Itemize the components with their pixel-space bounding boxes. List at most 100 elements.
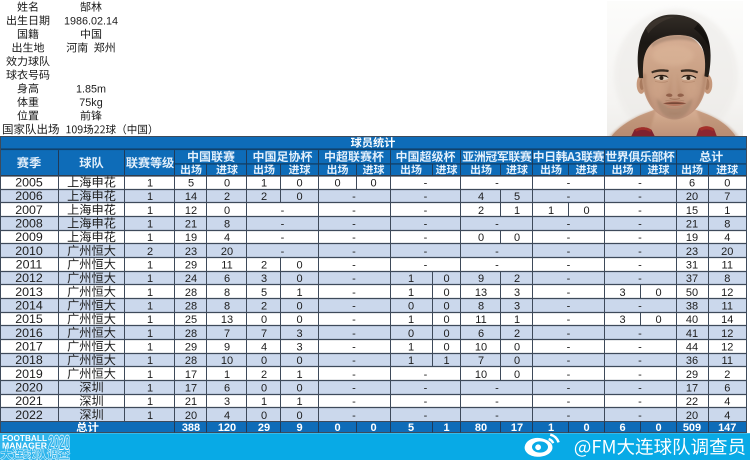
- svg-text:9: 9: [224, 342, 230, 354]
- svg-text:0: 0: [443, 328, 449, 340]
- svg-text:28: 28: [185, 355, 197, 367]
- svg-text:0: 0: [261, 355, 267, 367]
- svg-text:-: -: [352, 232, 356, 244]
- svg-text:2022: 2022: [15, 408, 43, 422]
- svg-text:1: 1: [408, 342, 414, 354]
- svg-text:-: -: [352, 273, 356, 285]
- svg-text:-: -: [638, 342, 642, 354]
- svg-text:1: 1: [147, 232, 153, 244]
- svg-text:1: 1: [724, 205, 730, 217]
- svg-text:1: 1: [408, 287, 414, 299]
- svg-text:-: -: [352, 342, 356, 354]
- svg-text:0: 0: [514, 369, 520, 381]
- svg-text:0: 0: [296, 314, 302, 326]
- svg-text:23: 23: [686, 246, 698, 258]
- svg-text:29: 29: [686, 369, 698, 381]
- svg-text:3: 3: [514, 287, 520, 299]
- svg-text:5: 5: [408, 422, 414, 434]
- svg-text:3: 3: [261, 273, 267, 285]
- svg-text:-: -: [281, 219, 285, 231]
- svg-text:19: 19: [686, 232, 698, 244]
- svg-text:-: -: [281, 232, 285, 244]
- svg-text:-: -: [424, 410, 428, 422]
- svg-text:3: 3: [296, 328, 302, 340]
- svg-text:-: -: [567, 314, 571, 326]
- svg-text:-: -: [567, 191, 571, 203]
- svg-text:0: 0: [296, 410, 302, 422]
- svg-text:-: -: [638, 369, 642, 381]
- svg-text:75kg: 75kg: [79, 97, 102, 109]
- svg-text:20: 20: [686, 410, 698, 422]
- svg-text:8: 8: [724, 273, 730, 285]
- svg-text:6: 6: [689, 178, 695, 190]
- svg-text:38: 38: [686, 301, 698, 313]
- svg-text:19: 19: [185, 232, 197, 244]
- svg-text:5: 5: [514, 191, 520, 203]
- svg-text:20: 20: [221, 246, 233, 258]
- svg-text:0: 0: [296, 260, 302, 272]
- svg-text:2017: 2017: [15, 340, 43, 354]
- svg-text:13: 13: [475, 287, 487, 299]
- svg-text:1: 1: [261, 178, 267, 190]
- svg-text:-: -: [638, 205, 642, 217]
- svg-text:14: 14: [185, 191, 197, 203]
- svg-text:0: 0: [261, 314, 267, 326]
- svg-text:12: 12: [721, 287, 733, 299]
- svg-text:0: 0: [261, 410, 267, 422]
- svg-text:1: 1: [443, 422, 449, 434]
- svg-text:-: -: [567, 383, 571, 395]
- svg-text:9: 9: [296, 422, 302, 434]
- svg-text:8: 8: [224, 287, 230, 299]
- svg-text:1: 1: [408, 314, 414, 326]
- svg-text:1: 1: [408, 273, 414, 285]
- svg-text:2: 2: [514, 273, 520, 285]
- svg-text:29: 29: [185, 260, 197, 272]
- svg-text:-: -: [352, 260, 356, 272]
- svg-text:-: -: [567, 287, 571, 299]
- svg-text:1: 1: [147, 301, 153, 313]
- svg-text:-: -: [638, 396, 642, 408]
- svg-text:-: -: [567, 342, 571, 354]
- svg-text:23: 23: [185, 246, 197, 258]
- svg-text:3: 3: [619, 287, 625, 299]
- svg-text:1: 1: [296, 396, 302, 408]
- svg-text:-: -: [638, 232, 642, 244]
- svg-text:0: 0: [443, 287, 449, 299]
- svg-text:1: 1: [147, 314, 153, 326]
- svg-text:-: -: [567, 246, 571, 258]
- svg-text:2: 2: [261, 191, 267, 203]
- svg-text:-: -: [567, 328, 571, 340]
- svg-text:0: 0: [408, 328, 414, 340]
- svg-text:2006: 2006: [15, 189, 43, 203]
- svg-text:4: 4: [478, 191, 484, 203]
- svg-text:1: 1: [147, 287, 153, 299]
- svg-text:2021: 2021: [15, 394, 43, 408]
- svg-text:7: 7: [224, 328, 230, 340]
- svg-text:4: 4: [224, 232, 230, 244]
- svg-text:-: -: [352, 301, 356, 313]
- svg-text:-: -: [567, 219, 571, 231]
- svg-text:8: 8: [478, 301, 484, 313]
- svg-text:40: 40: [686, 314, 698, 326]
- svg-text:2014: 2014: [15, 299, 43, 313]
- svg-text:-: -: [638, 410, 642, 422]
- svg-text:-: -: [638, 301, 642, 313]
- svg-text:1: 1: [548, 205, 554, 217]
- svg-text:FOOTBALL: FOOTBALL: [2, 434, 47, 443]
- svg-text:-: -: [424, 191, 428, 203]
- svg-text:-: -: [352, 205, 356, 217]
- svg-text:-: -: [495, 178, 499, 190]
- svg-text:13: 13: [221, 314, 233, 326]
- svg-text:0: 0: [370, 178, 376, 190]
- svg-text:3: 3: [514, 301, 520, 313]
- svg-text:20: 20: [686, 191, 698, 203]
- svg-text:7: 7: [261, 328, 267, 340]
- svg-text:1: 1: [147, 342, 153, 354]
- svg-text:2015: 2015: [15, 312, 43, 326]
- svg-text:-: -: [638, 219, 642, 231]
- svg-text:9: 9: [478, 273, 484, 285]
- svg-text:2: 2: [261, 369, 267, 381]
- svg-text:2010: 2010: [15, 244, 43, 258]
- svg-text:1: 1: [514, 314, 520, 326]
- svg-text:-: -: [352, 355, 356, 367]
